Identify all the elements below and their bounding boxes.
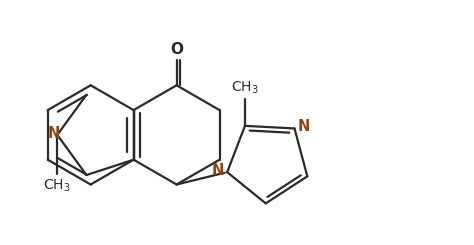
Text: O: O	[170, 42, 183, 57]
Text: CH$_3$: CH$_3$	[231, 80, 259, 96]
Text: CH$_3$: CH$_3$	[44, 178, 71, 194]
Text: N: N	[48, 126, 60, 141]
Text: N: N	[212, 163, 224, 178]
Text: N: N	[298, 119, 310, 134]
